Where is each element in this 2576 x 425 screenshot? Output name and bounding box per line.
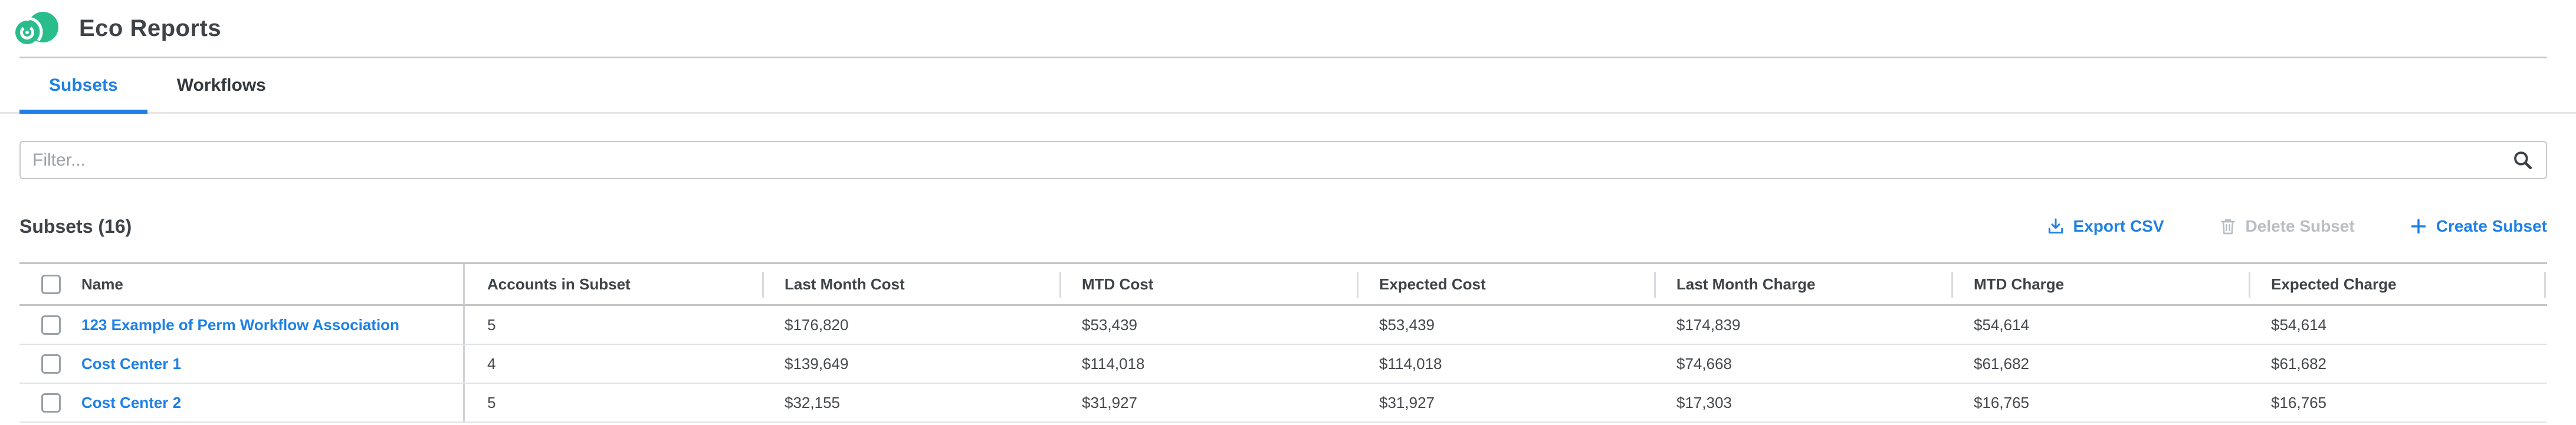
- app-logo-icon: [13, 12, 58, 45]
- cell-mtd-charge: $61,682: [1974, 354, 2029, 373]
- create-subset-button[interactable]: Create Subset: [2409, 217, 2547, 236]
- subset-name-link[interactable]: Cost Center 2: [81, 393, 182, 411]
- column-header-expected-cost: Expected Cost: [1357, 264, 1654, 304]
- column-header-name: Name: [81, 264, 465, 304]
- tab-subsets[interactable]: Subsets: [19, 58, 147, 114]
- list-toolbar: Subsets (16) Export CSV Delete Subset: [19, 213, 2547, 239]
- export-csv-button[interactable]: Export CSV: [2046, 217, 2164, 236]
- row-select-cell: [19, 306, 81, 344]
- subsets-table: Name Accounts in Subset Last Month Cost MTD…: [19, 262, 2547, 423]
- column-header-accounts-in-subset: Accounts in Subset: [487, 275, 631, 293]
- delete-subset-label: Delete Subset: [2245, 217, 2355, 235]
- table-row: Cost Center 2 5 $32,155 $31,927 $31,927 $17,3…: [19, 384, 2547, 423]
- row-select-cell: [19, 384, 81, 421]
- cell-expected-charge: $54,614: [2271, 315, 2326, 334]
- subset-name-link[interactable]: Cost Center 1: [81, 354, 182, 373]
- app-header: Eco Reports: [0, 0, 2576, 57]
- page-title: Eco Reports: [79, 15, 222, 41]
- cell-expected-cost: $31,927: [1379, 393, 1435, 411]
- cell-mtd-cost: $114,018: [1082, 354, 1145, 373]
- cell-expected-cost: $114,018: [1379, 354, 1442, 373]
- cell-expected-charge: $16,765: [2271, 393, 2326, 411]
- cell-mtd-charge: $54,614: [1974, 315, 2029, 334]
- column-header-last-month-cost: Last Month Cost: [762, 264, 1059, 304]
- cell-expected-charge: $61,682: [2271, 354, 2326, 373]
- row-checkbox[interactable]: [41, 315, 61, 335]
- action-buttons: Export CSV Delete Subset Create Subset: [2046, 217, 2547, 236]
- cell-last-month-charge: $74,668: [1676, 354, 1732, 373]
- column-header-expected-charge: Expected Charge: [2249, 264, 2547, 304]
- cell-last-month-cost: $139,649: [785, 354, 849, 373]
- select-all-checkbox[interactable]: [41, 274, 61, 294]
- row-checkbox[interactable]: [41, 393, 61, 413]
- cell-mtd-cost: $53,439: [1082, 315, 1137, 334]
- cell-expected-cost: $53,439: [1379, 315, 1435, 334]
- column-header-last-month-charge: Last Month Charge: [1654, 264, 1951, 304]
- cell-last-month-cost: $32,155: [785, 393, 840, 411]
- select-all-cell: [19, 264, 81, 304]
- tab-workflows[interactable]: Workflows: [176, 75, 266, 95]
- row-select-cell: [19, 345, 81, 383]
- column-header-mtd-cost: MTD Cost: [1059, 264, 1357, 304]
- plus-icon: [2411, 219, 2426, 234]
- export-csv-label: Export CSV: [2073, 217, 2164, 235]
- trash-icon: [2220, 219, 2235, 235]
- cell-last-month-cost: $176,820: [785, 315, 849, 334]
- download-icon: [2048, 218, 2063, 234]
- table-row: Cost Center 1 4 $139,649 $114,018 $114,018 $7…: [19, 345, 2547, 384]
- subset-name-link[interactable]: 123 Example of Perm Workflow Association: [81, 315, 399, 334]
- cell-accounts-in-subset: 4: [487, 354, 496, 373]
- search-icon[interactable]: [2512, 149, 2534, 172]
- cell-last-month-charge: $17,303: [1676, 393, 1732, 411]
- cell-accounts-in-subset: 5: [487, 315, 496, 334]
- subsets-table-header: Name Accounts in Subset Last Month Cost MTD…: [19, 264, 2547, 306]
- tab-bar: Subsets Workflows: [0, 58, 2576, 114]
- list-title: Subsets (16): [19, 215, 132, 237]
- table-row: 123 Example of Perm Workflow Association…: [19, 306, 2547, 345]
- delete-subset-button[interactable]: Delete Subset: [2219, 217, 2355, 236]
- cell-mtd-charge: $16,765: [1974, 393, 2029, 411]
- cell-accounts-in-subset: 5: [487, 393, 496, 411]
- header-divider: [19, 57, 2547, 58]
- subset-name-cell: Cost Center 1: [81, 345, 465, 383]
- table-header-row: Name Accounts in Subset Last Month Cost MTD…: [19, 264, 2547, 306]
- filter-input[interactable]: [19, 141, 2547, 179]
- cell-mtd-cost: $31,927: [1082, 393, 1137, 411]
- filter-bar: [19, 141, 2547, 179]
- subset-name-cell: 123 Example of Perm Workflow Association: [81, 306, 465, 344]
- subsets-table-body: 123 Example of Perm Workflow Association…: [19, 306, 2547, 423]
- cell-last-month-charge: $174,839: [1676, 315, 1741, 334]
- subset-name-cell: Cost Center 2: [81, 384, 465, 421]
- create-subset-label: Create Subset: [2436, 217, 2547, 235]
- row-checkbox[interactable]: [41, 354, 61, 374]
- column-header-mtd-charge: MTD Charge: [1951, 264, 2249, 304]
